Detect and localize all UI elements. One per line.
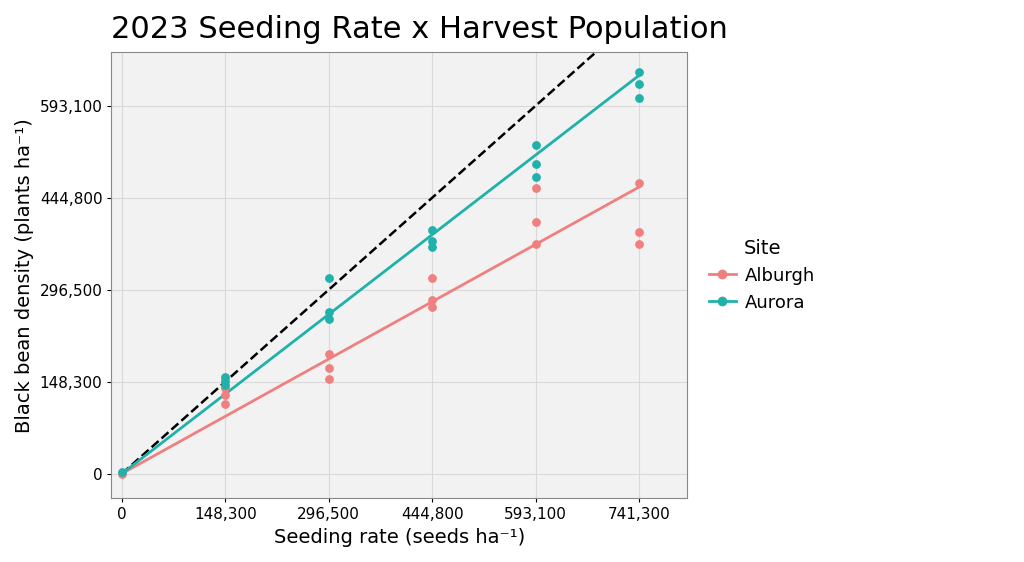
Point [424, 243, 440, 252]
Point [217, 373, 233, 382]
Point [424, 303, 440, 312]
Point [631, 67, 647, 76]
Point [631, 80, 647, 89]
Point [527, 218, 544, 227]
Point [114, 469, 130, 478]
Point [217, 383, 233, 392]
Point [527, 184, 544, 193]
Point [217, 391, 233, 400]
Point [527, 239, 544, 248]
Point [321, 274, 337, 283]
Point [321, 375, 337, 384]
Point [424, 296, 440, 305]
Point [217, 400, 233, 409]
Point [527, 140, 544, 149]
Point [321, 308, 337, 317]
Point [631, 94, 647, 103]
Point [321, 364, 337, 373]
X-axis label: Seeding rate (seeds ha⁻¹): Seeding rate (seeds ha⁻¹) [273, 528, 525, 547]
Point [217, 380, 233, 389]
Point [424, 237, 440, 246]
Point [631, 227, 647, 236]
Point [424, 226, 440, 235]
Point [631, 239, 647, 248]
Point [424, 274, 440, 283]
Point [321, 350, 337, 359]
Y-axis label: Black bean density (plants ha⁻¹): Black bean density (plants ha⁻¹) [15, 118, 34, 433]
Point [114, 468, 130, 477]
Point [321, 314, 337, 323]
Point [631, 179, 647, 188]
Point [527, 173, 544, 182]
Legend: Alburgh, Aurora: Alburgh, Aurora [701, 232, 822, 319]
Point [217, 376, 233, 385]
Point [527, 159, 544, 168]
Text: 2023 Seeding Rate x Harvest Population: 2023 Seeding Rate x Harvest Population [112, 15, 728, 44]
